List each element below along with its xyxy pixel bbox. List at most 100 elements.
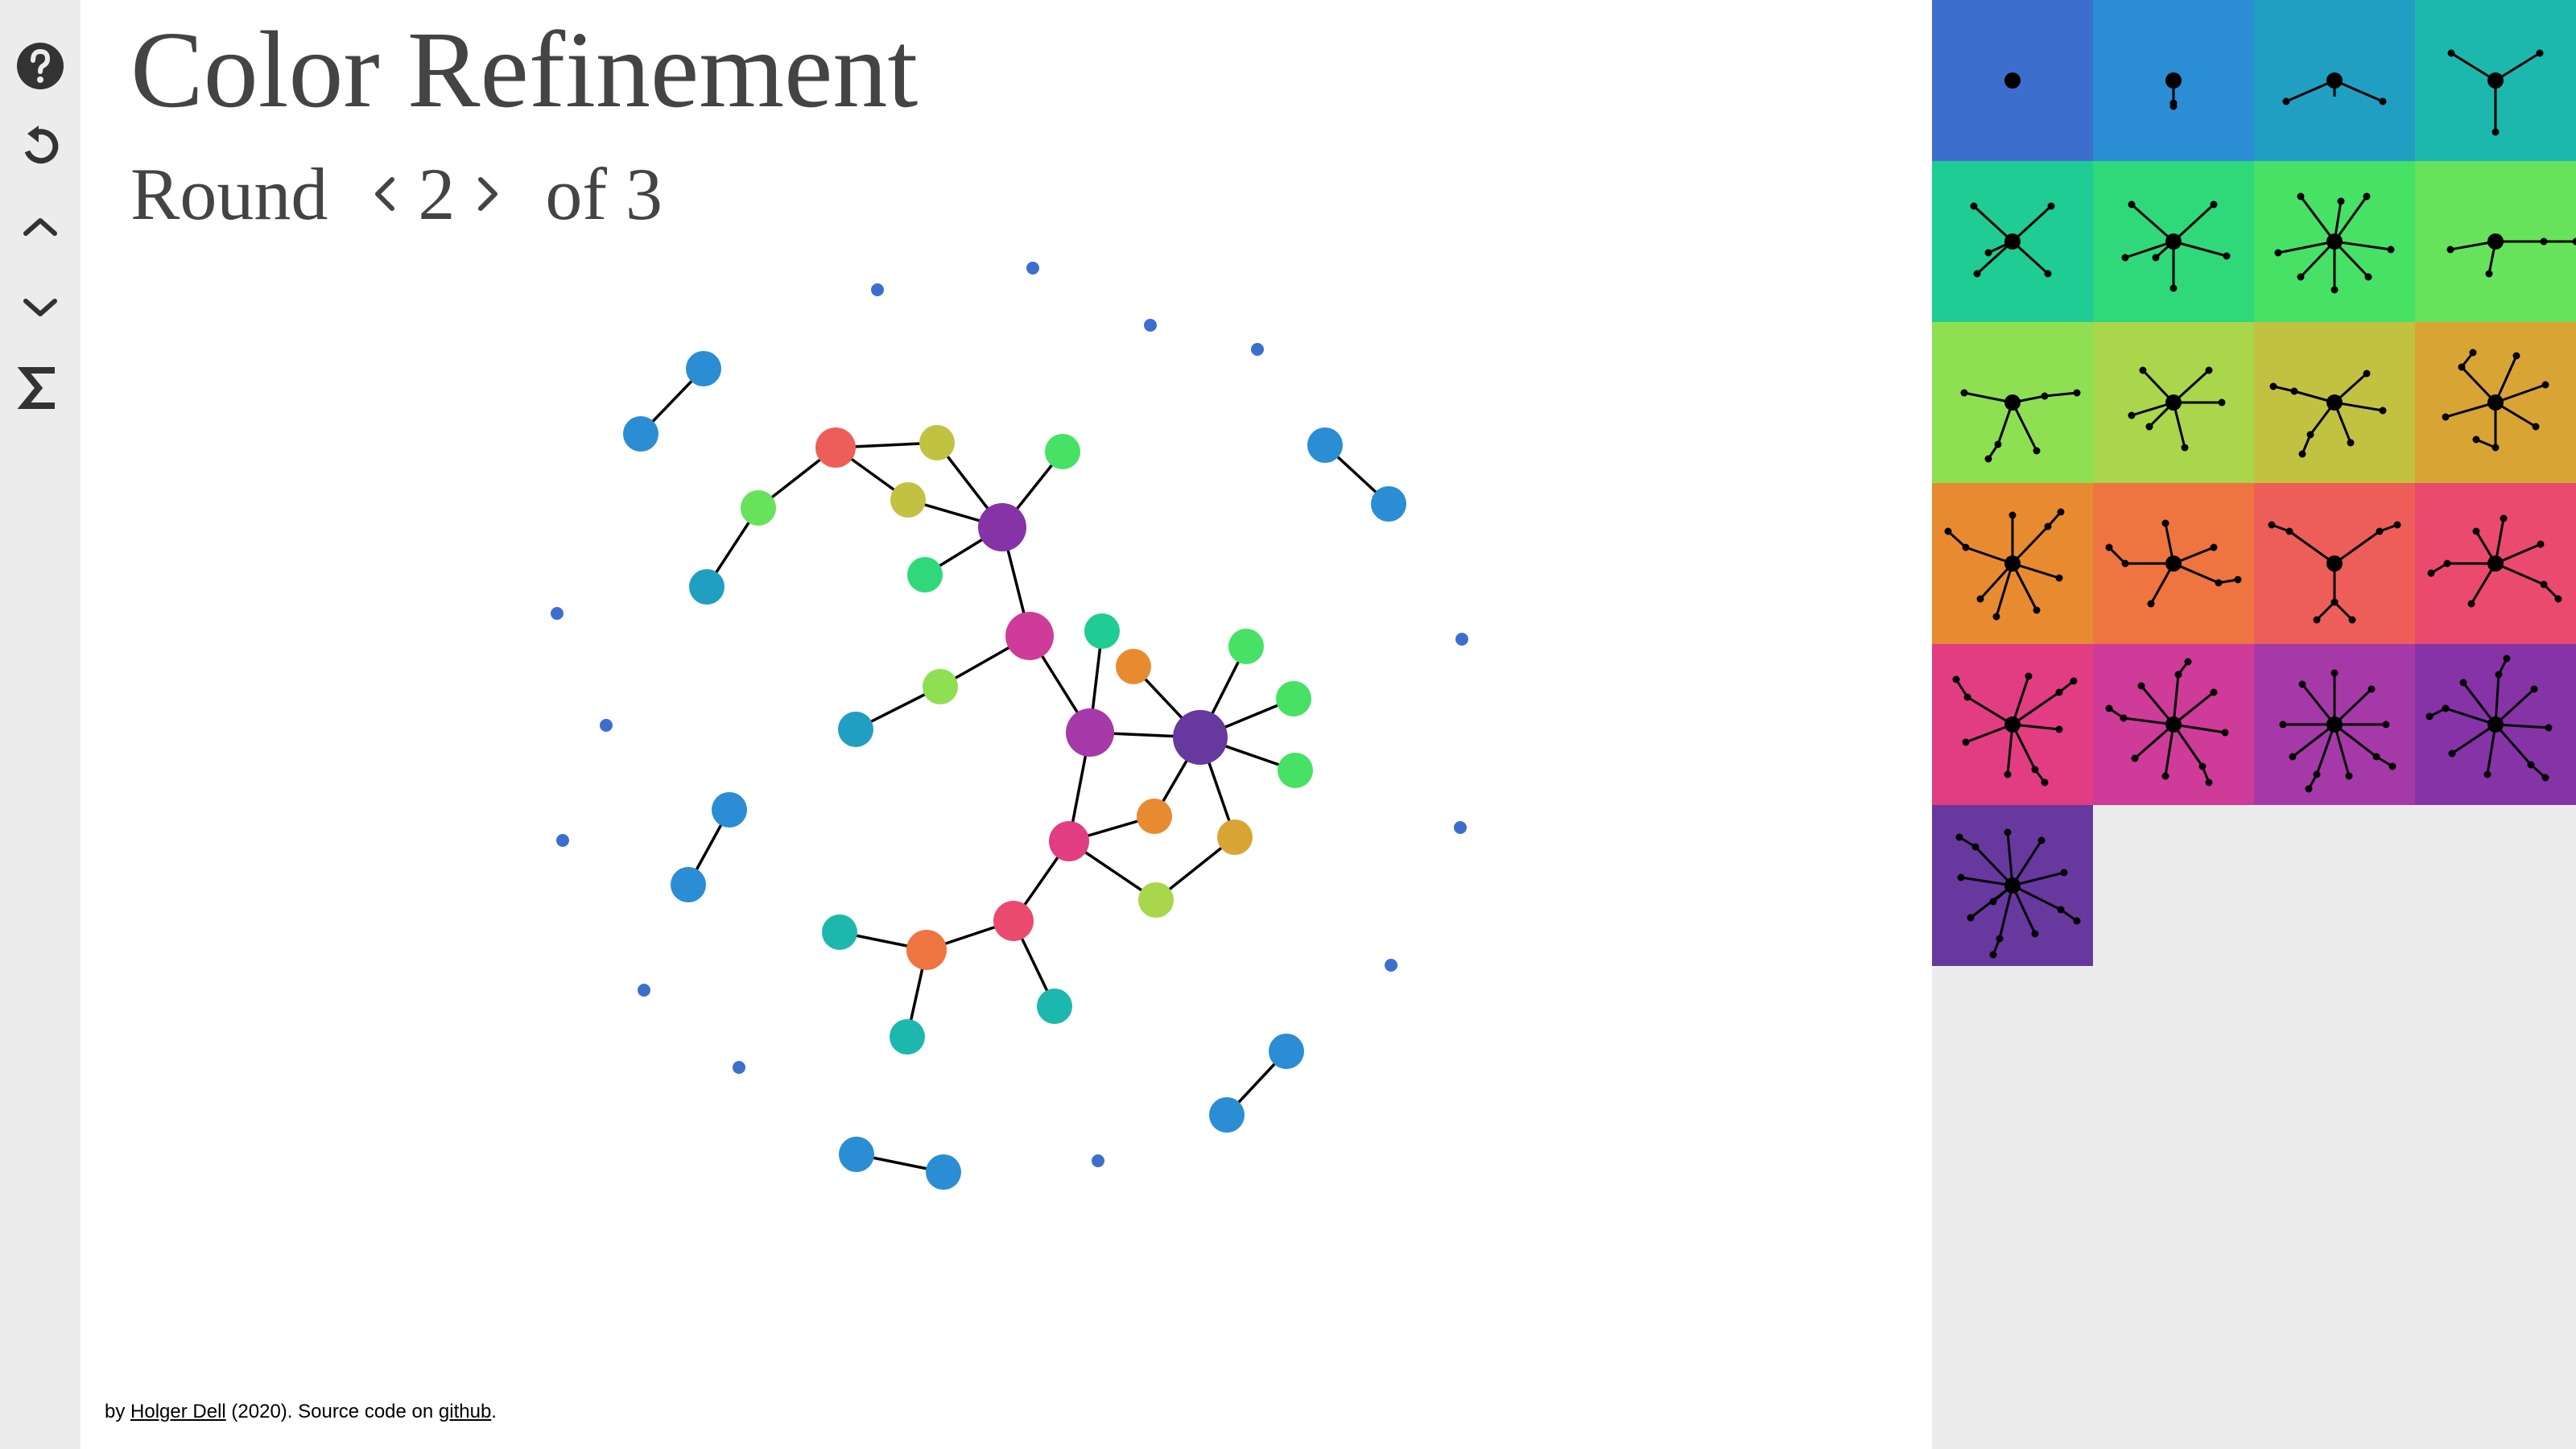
graph-node[interactable] xyxy=(890,1019,925,1055)
graph-node[interactable] xyxy=(1092,1154,1104,1167)
color-class-tile[interactable] xyxy=(2254,644,2415,805)
chevron-down-icon xyxy=(23,299,57,316)
graph-node[interactable] xyxy=(638,984,650,997)
color-class-tile[interactable] xyxy=(1932,483,2093,644)
neighborhood-glyph xyxy=(2269,369,2387,458)
color-class-tile[interactable] xyxy=(2415,161,2576,322)
graph-node[interactable] xyxy=(1454,821,1467,834)
color-class-tile[interactable] xyxy=(1932,322,2093,483)
reset-icon xyxy=(24,126,59,164)
graph-node[interactable] xyxy=(1173,710,1228,765)
sum-button[interactable] xyxy=(11,359,69,417)
graph-node[interactable] xyxy=(839,1137,874,1172)
graph-node[interactable] xyxy=(623,416,658,452)
color-class-tile[interactable] xyxy=(1932,0,2093,161)
graph-node[interactable] xyxy=(907,557,943,592)
neighborhood-glyph xyxy=(2279,669,2396,793)
graph-node[interactable] xyxy=(1209,1097,1245,1133)
color-class-tile[interactable] xyxy=(2093,644,2254,805)
neighborhood-glyph xyxy=(2165,72,2182,110)
graph-node[interactable] xyxy=(1084,613,1120,649)
help-icon xyxy=(17,43,64,89)
graph-node[interactable] xyxy=(1045,434,1080,469)
toolbar xyxy=(0,0,80,1449)
round-total: of 3 xyxy=(545,153,663,235)
graph-node[interactable] xyxy=(1371,486,1406,522)
graph-node[interactable] xyxy=(890,482,926,518)
graph-nodes[interactable] xyxy=(551,262,1468,1190)
graph-node[interactable] xyxy=(600,719,613,732)
graph-node[interactable] xyxy=(1049,821,1089,861)
graph-node[interactable] xyxy=(1217,819,1253,855)
neighborhood-glyph xyxy=(2105,658,2229,786)
graph-node[interactable] xyxy=(1138,882,1174,918)
color-class-tile[interactable] xyxy=(2415,483,2576,644)
neighborhood-glyph xyxy=(2105,519,2242,608)
graph-node[interactable] xyxy=(1137,799,1172,834)
color-class-tile[interactable] xyxy=(2415,644,2576,805)
chevron-up-icon xyxy=(23,218,57,236)
graph-node[interactable] xyxy=(815,427,856,468)
graph-node[interactable] xyxy=(1251,343,1264,356)
next-round-button[interactable] xyxy=(466,168,511,220)
graph-node[interactable] xyxy=(1005,612,1054,660)
color-class-tile[interactable] xyxy=(2093,483,2254,644)
neighborhood-glyph xyxy=(2121,200,2231,292)
graph-node[interactable] xyxy=(1385,959,1397,972)
graph-node[interactable] xyxy=(926,1154,961,1190)
author-link[interactable]: Holger Dell xyxy=(130,1401,226,1422)
graph-node[interactable] xyxy=(1269,1034,1304,1069)
expand-button[interactable] xyxy=(11,279,69,336)
neighborhood-glyph xyxy=(1952,672,2078,786)
graph-node[interactable] xyxy=(919,425,955,460)
graph-node[interactable] xyxy=(556,834,569,847)
graph-node[interactable] xyxy=(906,930,947,970)
graph-node[interactable] xyxy=(1066,708,1114,757)
graph-node[interactable] xyxy=(1307,427,1343,463)
graph-node[interactable] xyxy=(551,607,564,620)
graph-node[interactable] xyxy=(1228,629,1264,664)
graph-node[interactable] xyxy=(733,1061,745,1074)
graph-node[interactable] xyxy=(923,669,958,704)
round-selector: Round 2 of 3 xyxy=(130,142,663,246)
graph-canvas[interactable] xyxy=(80,217,1932,1377)
graph-node[interactable] xyxy=(689,569,724,605)
previous-round-button[interactable] xyxy=(361,168,407,220)
graph-node[interactable] xyxy=(1144,319,1157,332)
color-class-tile[interactable] xyxy=(2093,322,2254,483)
color-class-tile[interactable] xyxy=(2093,161,2254,322)
color-class-tile[interactable] xyxy=(2254,161,2415,322)
graph-node[interactable] xyxy=(671,867,706,902)
color-class-tile[interactable] xyxy=(2415,322,2576,483)
color-class-tile[interactable] xyxy=(2254,483,2415,644)
graph-node[interactable] xyxy=(1116,649,1151,684)
graph-node[interactable] xyxy=(978,503,1026,551)
github-link[interactable]: github xyxy=(438,1401,492,1422)
color-class-tile[interactable] xyxy=(1932,805,2093,966)
graph-node[interactable] xyxy=(838,712,873,747)
graph-node[interactable] xyxy=(871,283,884,296)
graph-node[interactable] xyxy=(1037,989,1072,1024)
footer-end: . xyxy=(491,1401,497,1422)
reset-button[interactable] xyxy=(11,118,69,175)
graph-node[interactable] xyxy=(1026,262,1039,275)
color-class-tile[interactable] xyxy=(2093,0,2254,161)
color-class-tile[interactable] xyxy=(1932,161,2093,322)
graph-node[interactable] xyxy=(822,914,857,950)
color-class-tile[interactable] xyxy=(1932,644,2093,805)
graph-node[interactable] xyxy=(741,490,776,526)
graph-node[interactable] xyxy=(1276,681,1311,716)
graph-node[interactable] xyxy=(1278,753,1313,788)
graph-node[interactable] xyxy=(712,792,747,828)
collapse-button[interactable] xyxy=(11,198,69,256)
color-class-tile[interactable] xyxy=(2254,322,2415,483)
color-class-panel xyxy=(1932,0,2576,1449)
graph-node[interactable] xyxy=(686,351,721,386)
neighborhood-glyph xyxy=(2274,192,2395,294)
neighborhood-glyph xyxy=(2425,654,2553,782)
graph-node[interactable] xyxy=(993,901,1034,941)
help-button[interactable] xyxy=(11,37,69,95)
graph-node[interactable] xyxy=(1455,633,1468,646)
color-class-tile[interactable] xyxy=(2254,0,2415,161)
color-class-tile[interactable] xyxy=(2415,0,2576,161)
